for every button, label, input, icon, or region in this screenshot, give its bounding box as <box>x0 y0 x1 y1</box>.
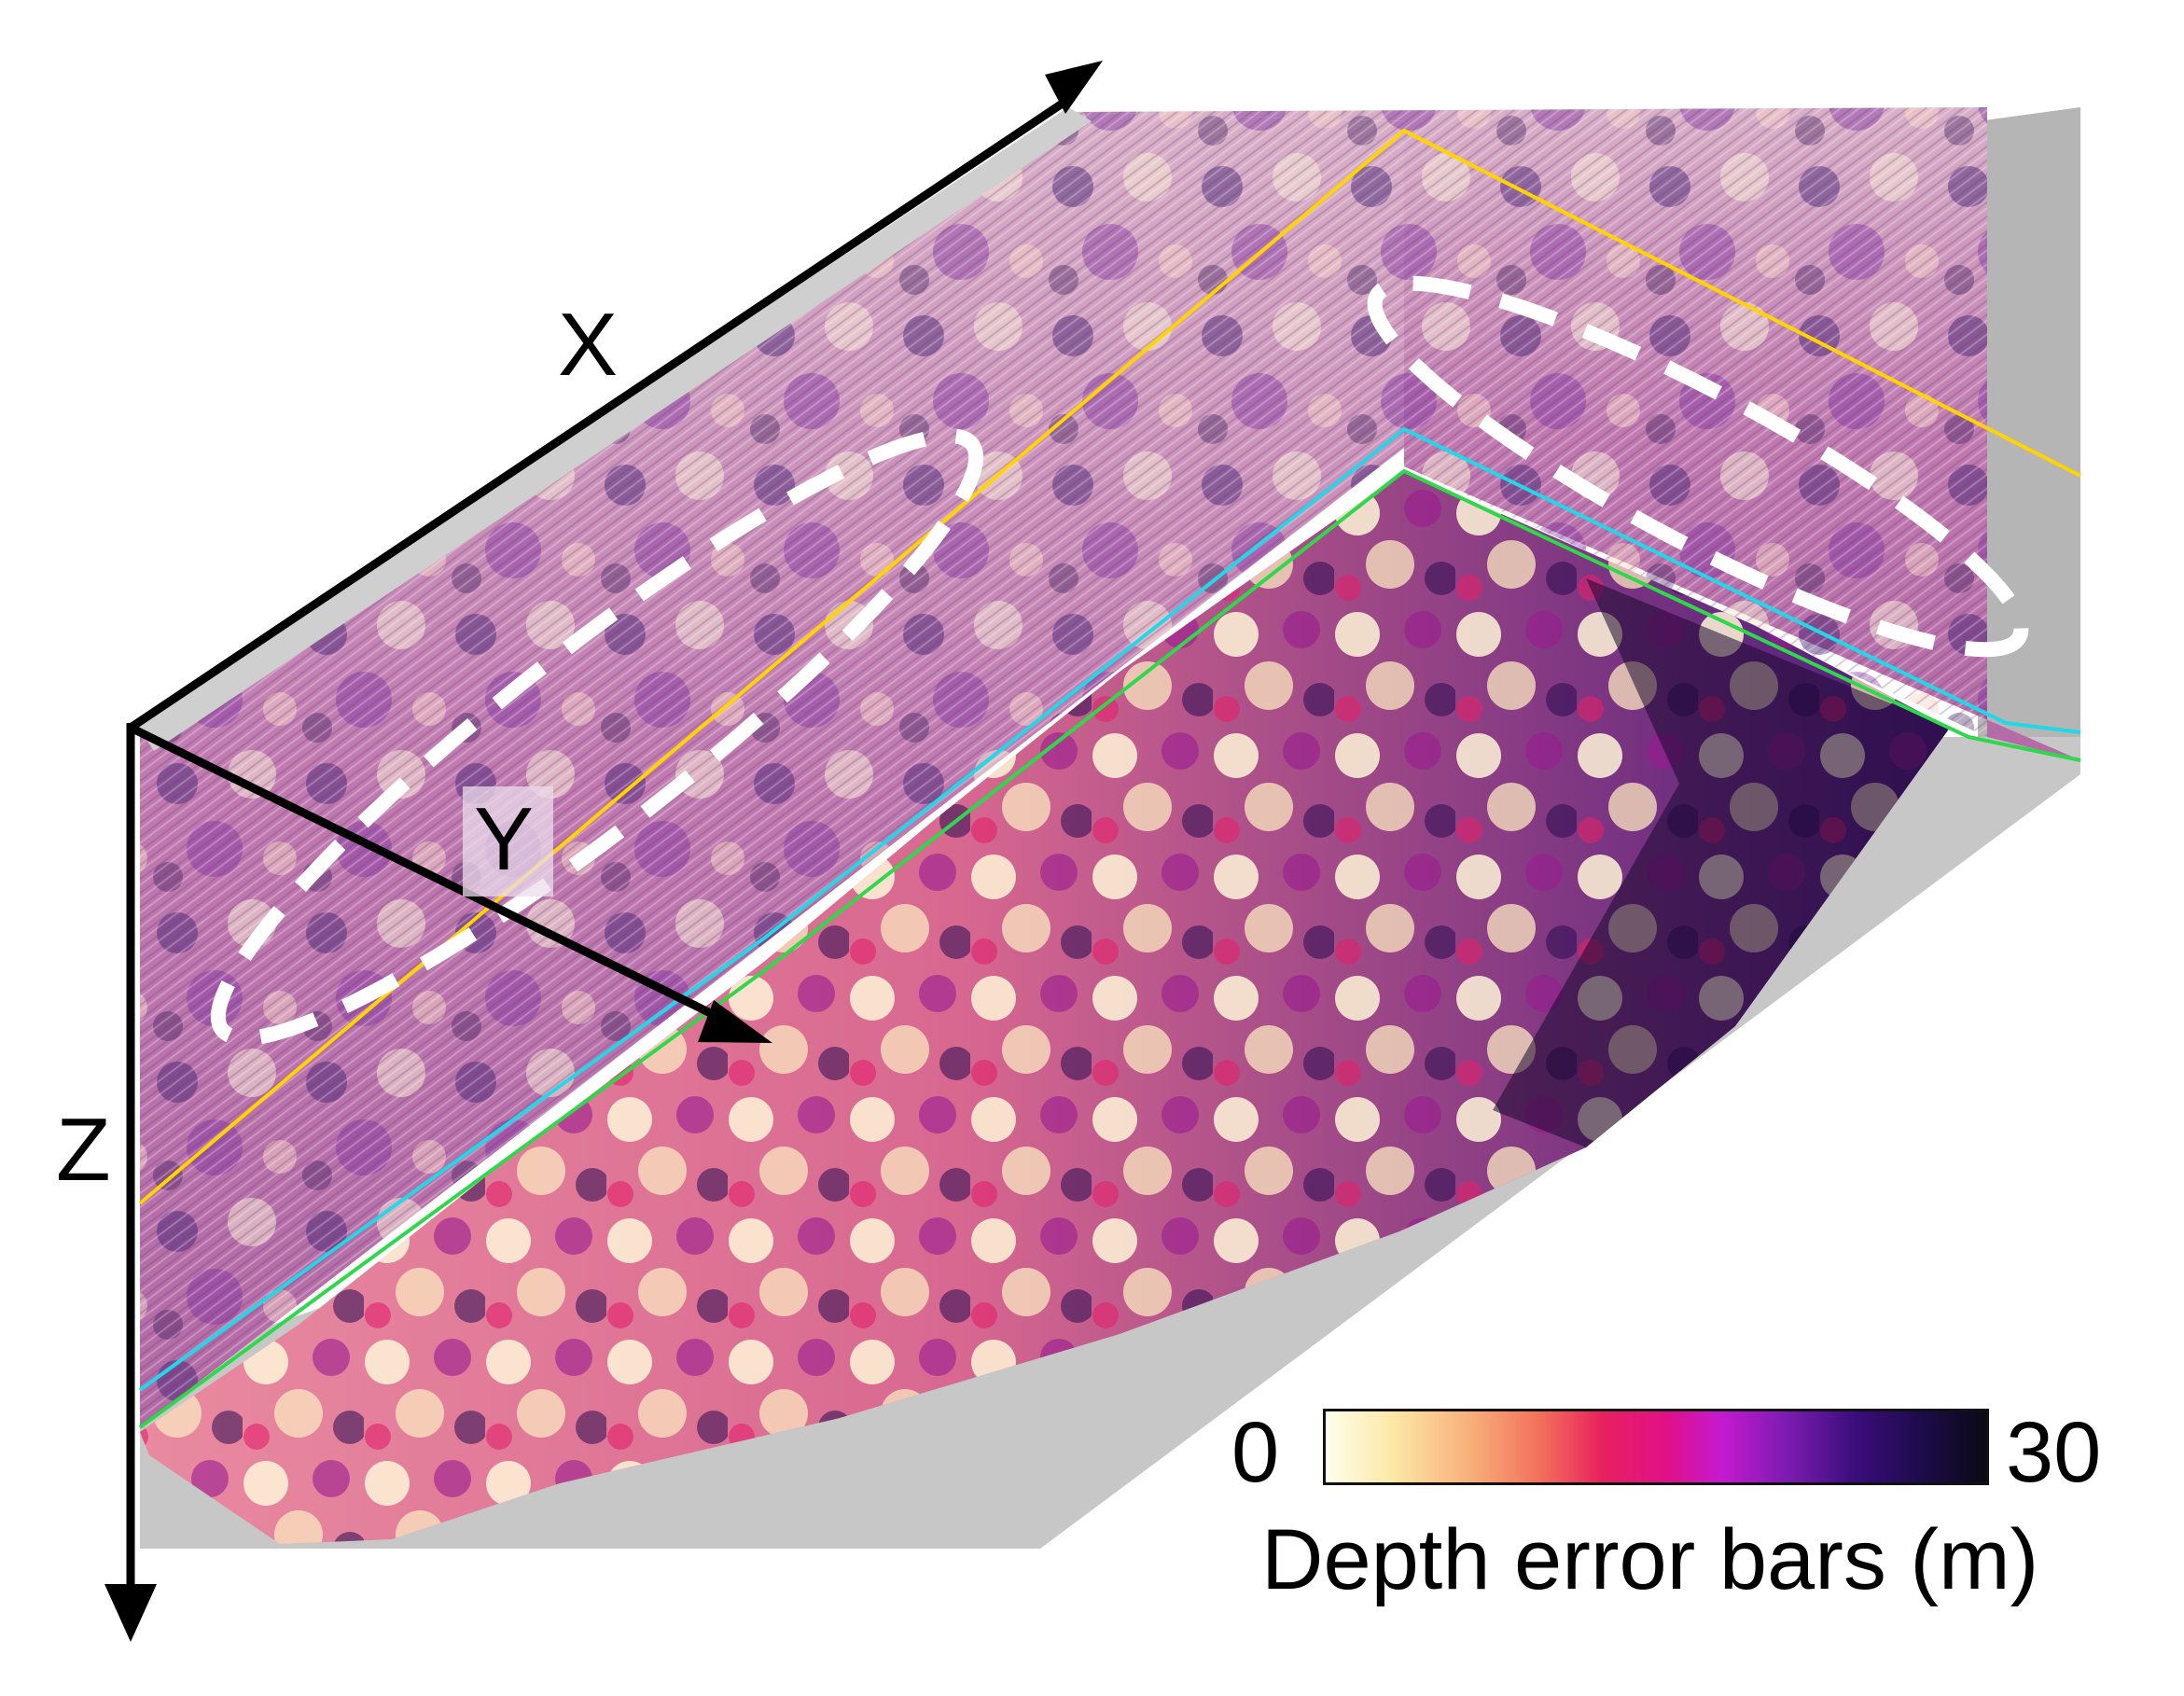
horizon-cyan <box>138 426 2081 1392</box>
seismic-right-gray <box>1978 107 2080 737</box>
horizon-green <box>138 468 2081 1429</box>
z-axis-label: Z <box>56 1100 111 1200</box>
colorbar-min-label: 0 <box>1231 1405 1280 1500</box>
y-axis-arrowhead <box>698 1000 772 1043</box>
z-axis-arrowhead <box>104 1584 157 1642</box>
x-axis-line <box>128 99 1066 731</box>
y-axis-label: Y <box>474 789 535 889</box>
colorbar-title: Depth error bars (m) <box>1261 1512 2039 1607</box>
x-axis-arrowhead <box>1045 61 1103 114</box>
annotation-ellipse-right <box>1367 275 2029 658</box>
y-label-background <box>463 786 553 897</box>
colorbar-gradient <box>1323 1409 1989 1485</box>
x-axis-label: X <box>558 295 619 395</box>
y-axis-line <box>129 723 739 1031</box>
colorbar-frame <box>1323 1409 1989 1485</box>
colorbar-max-label: 30 <box>2006 1405 2102 1500</box>
annotation-ellipse-left <box>210 428 984 1046</box>
horizon-yellow <box>138 128 2081 1205</box>
